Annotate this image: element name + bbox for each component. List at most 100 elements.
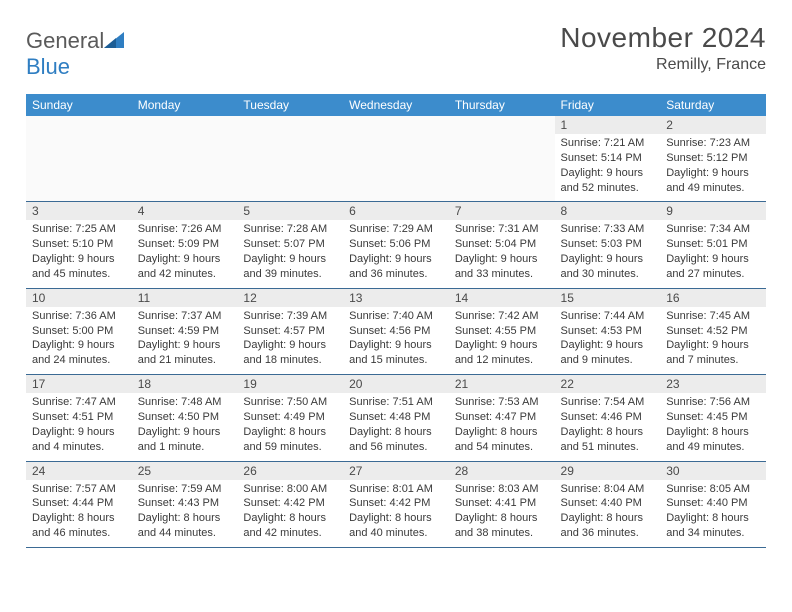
calendar-cell: 5Sunrise: 7:28 AMSunset: 5:07 PMDaylight… <box>237 202 343 288</box>
sunset-line: Sunset: 5:14 PM <box>561 151 655 166</box>
calendar-week: 10Sunrise: 7:36 AMSunset: 5:00 PMDayligh… <box>26 288 766 374</box>
sunrise-line: Sunrise: 7:28 AM <box>243 222 337 237</box>
sunrise-line: Sunrise: 7:33 AM <box>561 222 655 237</box>
daylight-line: Daylight: 9 hours and 36 minutes. <box>349 252 443 282</box>
title-block: November 2024 Remilly, France <box>560 22 766 74</box>
calendar-cell: 17Sunrise: 7:47 AMSunset: 4:51 PMDayligh… <box>26 375 132 461</box>
day-number: 10 <box>26 289 132 307</box>
day-number: 7 <box>449 202 555 220</box>
calendar-cell: 11Sunrise: 7:37 AMSunset: 4:59 PMDayligh… <box>132 288 238 374</box>
dow-header: Saturday <box>660 94 766 116</box>
day-number: 16 <box>660 289 766 307</box>
day-number: 23 <box>660 375 766 393</box>
day-details: Sunrise: 7:57 AMSunset: 4:44 PMDaylight:… <box>26 480 132 547</box>
sunrise-line: Sunrise: 7:29 AM <box>349 222 443 237</box>
daylight-line: Daylight: 8 hours and 36 minutes. <box>561 511 655 541</box>
day-details: Sunrise: 7:50 AMSunset: 4:49 PMDaylight:… <box>237 393 343 460</box>
sunset-line: Sunset: 4:51 PM <box>32 410 126 425</box>
calendar-cell: .. <box>237 116 343 202</box>
day-number: 2 <box>660 116 766 134</box>
sunset-line: Sunset: 4:40 PM <box>561 496 655 511</box>
day-number: 4 <box>132 202 238 220</box>
day-number: 24 <box>26 462 132 480</box>
month-title: November 2024 <box>560 22 766 54</box>
daylight-line: Daylight: 8 hours and 44 minutes. <box>138 511 232 541</box>
sunrise-line: Sunrise: 7:31 AM <box>455 222 549 237</box>
sunset-line: Sunset: 5:03 PM <box>561 237 655 252</box>
sunset-line: Sunset: 5:07 PM <box>243 237 337 252</box>
dow-header: Tuesday <box>237 94 343 116</box>
daylight-line: Daylight: 8 hours and 40 minutes. <box>349 511 443 541</box>
day-details: Sunrise: 7:21 AMSunset: 5:14 PMDaylight:… <box>555 134 661 201</box>
day-number: 18 <box>132 375 238 393</box>
daylight-line: Daylight: 9 hours and 33 minutes. <box>455 252 549 282</box>
day-number: 20 <box>343 375 449 393</box>
calendar-cell: .. <box>132 116 238 202</box>
sunset-line: Sunset: 5:04 PM <box>455 237 549 252</box>
day-details: Sunrise: 8:04 AMSunset: 4:40 PMDaylight:… <box>555 480 661 547</box>
day-details: Sunrise: 7:53 AMSunset: 4:47 PMDaylight:… <box>449 393 555 460</box>
calendar-cell: 1Sunrise: 7:21 AMSunset: 5:14 PMDaylight… <box>555 116 661 202</box>
sunrise-line: Sunrise: 7:25 AM <box>32 222 126 237</box>
calendar-cell: 20Sunrise: 7:51 AMSunset: 4:48 PMDayligh… <box>343 375 449 461</box>
calendar-cell: 26Sunrise: 8:00 AMSunset: 4:42 PMDayligh… <box>237 461 343 547</box>
sunrise-line: Sunrise: 7:47 AM <box>32 395 126 410</box>
brand-name-gray: General <box>26 28 104 53</box>
sunrise-line: Sunrise: 7:34 AM <box>666 222 760 237</box>
sunrise-line: Sunrise: 8:05 AM <box>666 482 760 497</box>
day-number: 11 <box>132 289 238 307</box>
sunset-line: Sunset: 4:47 PM <box>455 410 549 425</box>
daylight-line: Daylight: 9 hours and 52 minutes. <box>561 166 655 196</box>
daylight-line: Daylight: 8 hours and 46 minutes. <box>32 511 126 541</box>
day-details: Sunrise: 7:37 AMSunset: 4:59 PMDaylight:… <box>132 307 238 374</box>
daylight-line: Daylight: 8 hours and 59 minutes. <box>243 425 337 455</box>
day-details: Sunrise: 8:00 AMSunset: 4:42 PMDaylight:… <box>237 480 343 547</box>
day-number: 28 <box>449 462 555 480</box>
dow-header: Wednesday <box>343 94 449 116</box>
daylight-line: Daylight: 9 hours and 30 minutes. <box>561 252 655 282</box>
calendar-cell: 22Sunrise: 7:54 AMSunset: 4:46 PMDayligh… <box>555 375 661 461</box>
day-details: Sunrise: 8:01 AMSunset: 4:42 PMDaylight:… <box>343 480 449 547</box>
calendar-cell: 21Sunrise: 7:53 AMSunset: 4:47 PMDayligh… <box>449 375 555 461</box>
sunrise-line: Sunrise: 7:39 AM <box>243 309 337 324</box>
sunrise-line: Sunrise: 7:57 AM <box>32 482 126 497</box>
day-details: Sunrise: 7:51 AMSunset: 4:48 PMDaylight:… <box>343 393 449 460</box>
day-details: Sunrise: 7:56 AMSunset: 4:45 PMDaylight:… <box>660 393 766 460</box>
day-details: Sunrise: 7:40 AMSunset: 4:56 PMDaylight:… <box>343 307 449 374</box>
day-number: 12 <box>237 289 343 307</box>
calendar-cell: 3Sunrise: 7:25 AMSunset: 5:10 PMDaylight… <box>26 202 132 288</box>
day-details: Sunrise: 7:48 AMSunset: 4:50 PMDaylight:… <box>132 393 238 460</box>
day-details: Sunrise: 7:59 AMSunset: 4:43 PMDaylight:… <box>132 480 238 547</box>
day-details: Sunrise: 7:34 AMSunset: 5:01 PMDaylight:… <box>660 220 766 287</box>
sunset-line: Sunset: 5:00 PM <box>32 324 126 339</box>
day-number: 8 <box>555 202 661 220</box>
sunset-line: Sunset: 4:55 PM <box>455 324 549 339</box>
sunset-line: Sunset: 4:43 PM <box>138 496 232 511</box>
day-number: 29 <box>555 462 661 480</box>
calendar-cell: 10Sunrise: 7:36 AMSunset: 5:00 PMDayligh… <box>26 288 132 374</box>
sunrise-line: Sunrise: 7:45 AM <box>666 309 760 324</box>
calendar-week: 24Sunrise: 7:57 AMSunset: 4:44 PMDayligh… <box>26 461 766 547</box>
day-details: Sunrise: 7:42 AMSunset: 4:55 PMDaylight:… <box>449 307 555 374</box>
sunrise-line: Sunrise: 7:51 AM <box>349 395 443 410</box>
calendar-cell: 8Sunrise: 7:33 AMSunset: 5:03 PMDaylight… <box>555 202 661 288</box>
day-number: 17 <box>26 375 132 393</box>
day-details: Sunrise: 7:33 AMSunset: 5:03 PMDaylight:… <box>555 220 661 287</box>
daylight-line: Daylight: 9 hours and 27 minutes. <box>666 252 760 282</box>
calendar-cell: .. <box>26 116 132 202</box>
day-number: 14 <box>449 289 555 307</box>
daylight-line: Daylight: 9 hours and 39 minutes. <box>243 252 337 282</box>
sunset-line: Sunset: 4:50 PM <box>138 410 232 425</box>
sunrise-line: Sunrise: 7:42 AM <box>455 309 549 324</box>
sunrise-line: Sunrise: 7:48 AM <box>138 395 232 410</box>
daylight-line: Daylight: 9 hours and 15 minutes. <box>349 338 443 368</box>
day-number: 1 <box>555 116 661 134</box>
sunset-line: Sunset: 5:10 PM <box>32 237 126 252</box>
day-number: 19 <box>237 375 343 393</box>
dow-header: Sunday <box>26 94 132 116</box>
calendar-cell: 27Sunrise: 8:01 AMSunset: 4:42 PMDayligh… <box>343 461 449 547</box>
calendar-cell: .. <box>449 116 555 202</box>
brand-triangle-icon <box>104 28 124 54</box>
sunset-line: Sunset: 5:09 PM <box>138 237 232 252</box>
sunset-line: Sunset: 4:56 PM <box>349 324 443 339</box>
